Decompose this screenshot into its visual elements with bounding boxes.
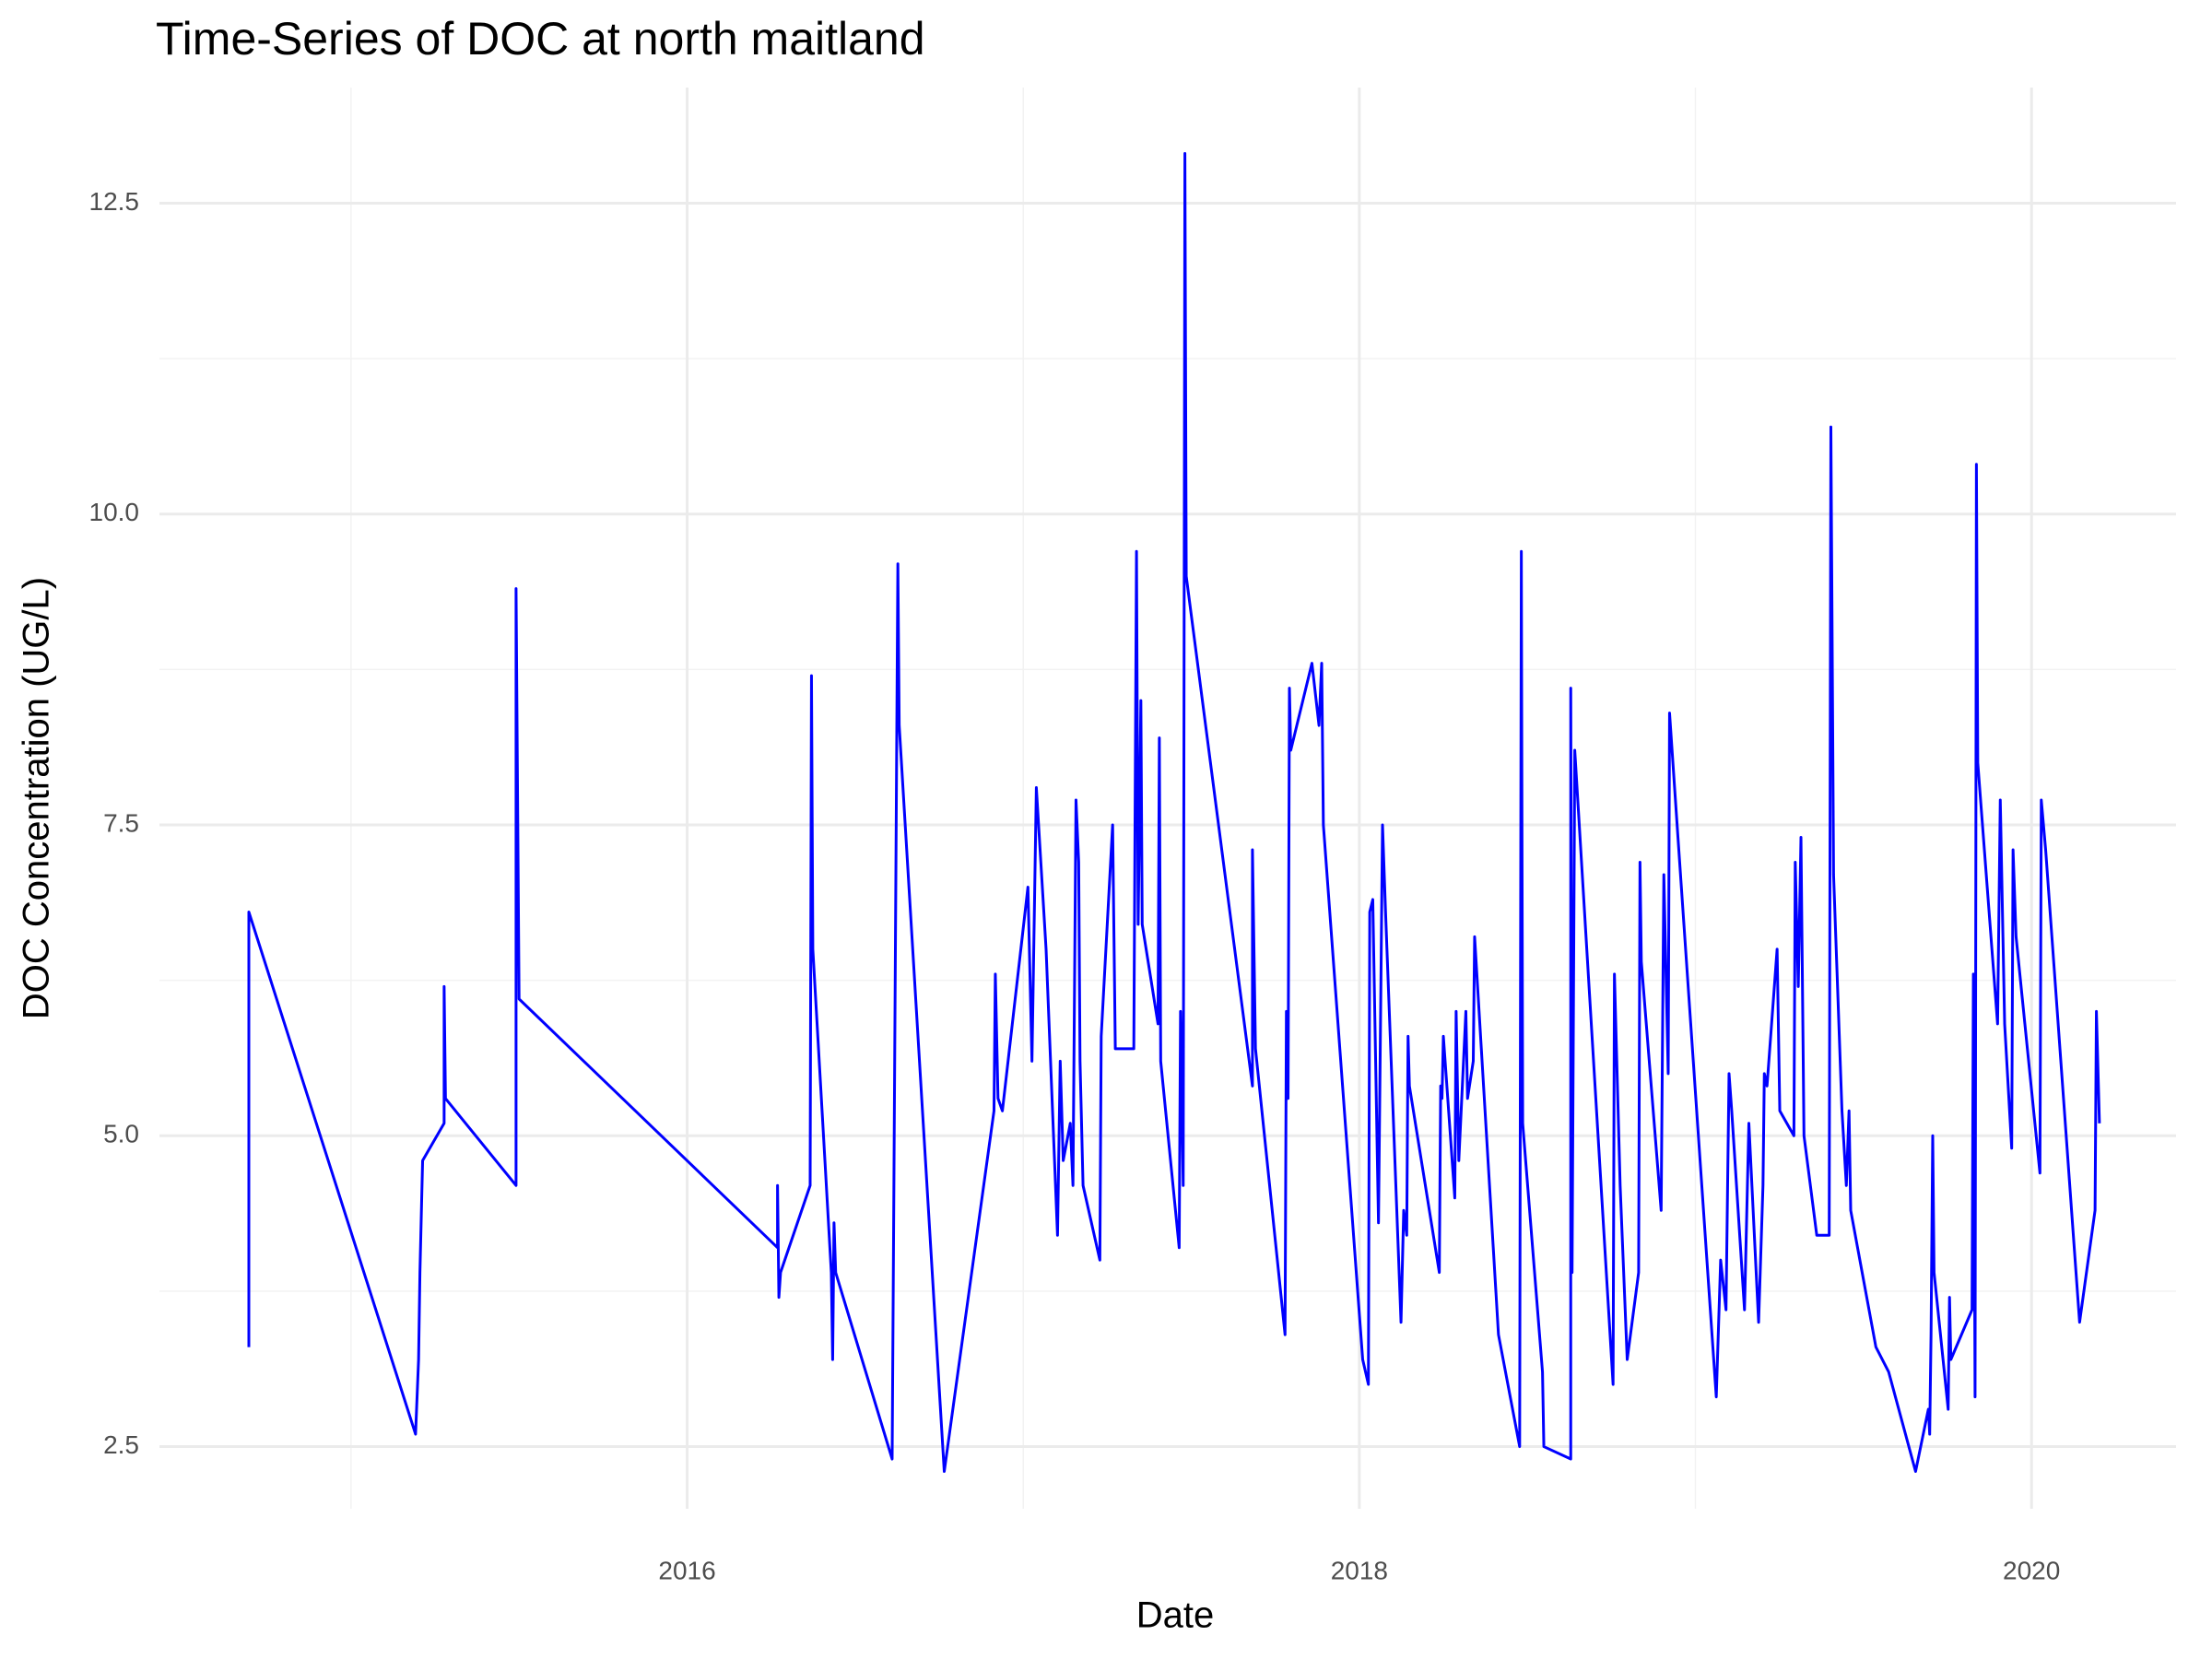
x-axis-title: Date [1136, 1595, 1215, 1636]
chart-title: Time-Series of DOC at north maitland [156, 13, 925, 65]
x-tick-label: 2018 [1331, 1556, 1388, 1584]
y-tick-label: 10.0 [89, 498, 140, 526]
y-tick-label: 12.5 [89, 187, 140, 216]
y-tick-label: 5.0 [103, 1120, 139, 1148]
data-line [247, 152, 2101, 1474]
y-tick-label: 2.5 [103, 1430, 139, 1459]
y-axis-title: DOC Concentration (UG/L) [17, 577, 57, 1019]
y-tick-label: 7.5 [103, 808, 139, 837]
x-tick-label: 2016 [658, 1556, 715, 1584]
x-tick-label: 2020 [2003, 1556, 2060, 1584]
